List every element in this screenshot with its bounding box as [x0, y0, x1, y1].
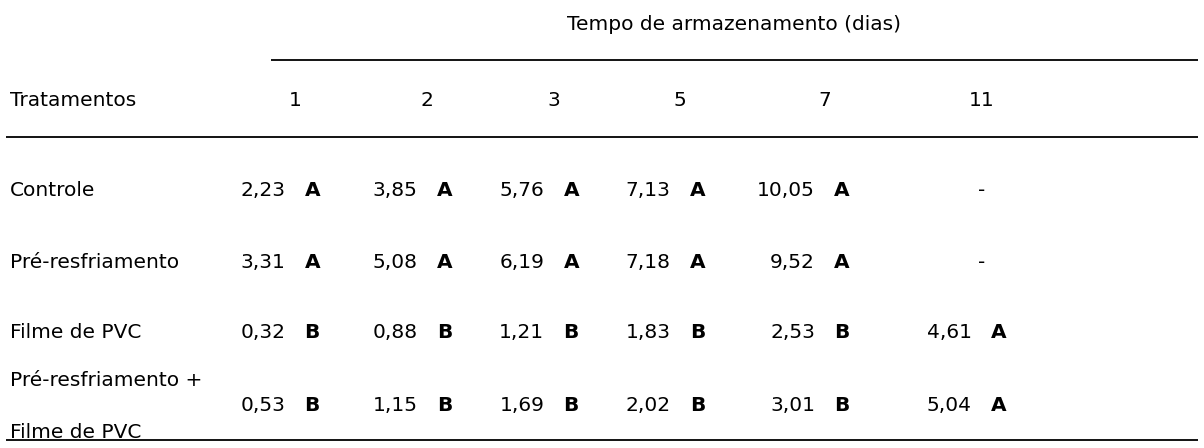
Text: A: A — [563, 253, 579, 271]
Text: -: - — [978, 181, 985, 200]
Text: 5,08: 5,08 — [373, 253, 418, 271]
Text: Controle: Controle — [10, 181, 95, 200]
Text: B: B — [437, 323, 453, 342]
Text: 3,85: 3,85 — [373, 181, 418, 200]
Text: B: B — [437, 396, 453, 415]
Text: Filme de PVC: Filme de PVC — [10, 423, 141, 442]
Text: 5,76: 5,76 — [500, 181, 544, 200]
Text: A: A — [437, 253, 453, 271]
Text: A: A — [690, 181, 706, 200]
Text: 10,05: 10,05 — [757, 181, 815, 200]
Text: 2: 2 — [421, 91, 433, 110]
Text: 0,53: 0,53 — [241, 396, 285, 415]
Text: 1,15: 1,15 — [373, 396, 418, 415]
Text: 3,01: 3,01 — [771, 396, 815, 415]
Text: A: A — [991, 396, 1007, 415]
Text: Tempo de armazenamento (dias): Tempo de armazenamento (dias) — [567, 15, 902, 34]
Text: B: B — [305, 323, 320, 342]
Text: A: A — [834, 181, 850, 200]
Text: 5: 5 — [674, 91, 686, 110]
Text: A: A — [834, 253, 850, 271]
Text: Pré-resfriamento +: Pré-resfriamento + — [10, 371, 202, 390]
Text: 1: 1 — [289, 91, 301, 110]
Text: 4,61: 4,61 — [927, 323, 972, 342]
Text: -: - — [978, 253, 985, 271]
Text: 7,18: 7,18 — [626, 253, 671, 271]
Text: 9,52: 9,52 — [771, 253, 815, 271]
Text: 7: 7 — [819, 91, 831, 110]
Text: 6,19: 6,19 — [500, 253, 544, 271]
Text: B: B — [563, 323, 579, 342]
Text: 1,21: 1,21 — [500, 323, 544, 342]
Text: B: B — [690, 396, 706, 415]
Text: A: A — [563, 181, 579, 200]
Text: 11: 11 — [968, 91, 995, 110]
Text: A: A — [437, 181, 453, 200]
Text: A: A — [690, 253, 706, 271]
Text: 0,32: 0,32 — [241, 323, 285, 342]
Text: B: B — [690, 323, 706, 342]
Text: Filme de PVC: Filme de PVC — [10, 323, 141, 342]
Text: Tratamentos: Tratamentos — [10, 91, 136, 110]
Text: B: B — [305, 396, 320, 415]
Text: Pré-resfriamento: Pré-resfriamento — [10, 253, 178, 271]
Text: 1,83: 1,83 — [626, 323, 671, 342]
Text: 3,31: 3,31 — [241, 253, 285, 271]
Text: 3: 3 — [548, 91, 560, 110]
Text: B: B — [563, 396, 579, 415]
Text: 2,02: 2,02 — [626, 396, 671, 415]
Text: A: A — [991, 323, 1007, 342]
Text: A: A — [305, 181, 320, 200]
Text: 7,13: 7,13 — [626, 181, 671, 200]
Text: A: A — [305, 253, 320, 271]
Text: 2,23: 2,23 — [241, 181, 285, 200]
Text: 5,04: 5,04 — [927, 396, 972, 415]
Text: 2,53: 2,53 — [771, 323, 815, 342]
Text: B: B — [834, 396, 850, 415]
Text: B: B — [834, 323, 850, 342]
Text: 0,88: 0,88 — [373, 323, 418, 342]
Text: 1,69: 1,69 — [500, 396, 544, 415]
